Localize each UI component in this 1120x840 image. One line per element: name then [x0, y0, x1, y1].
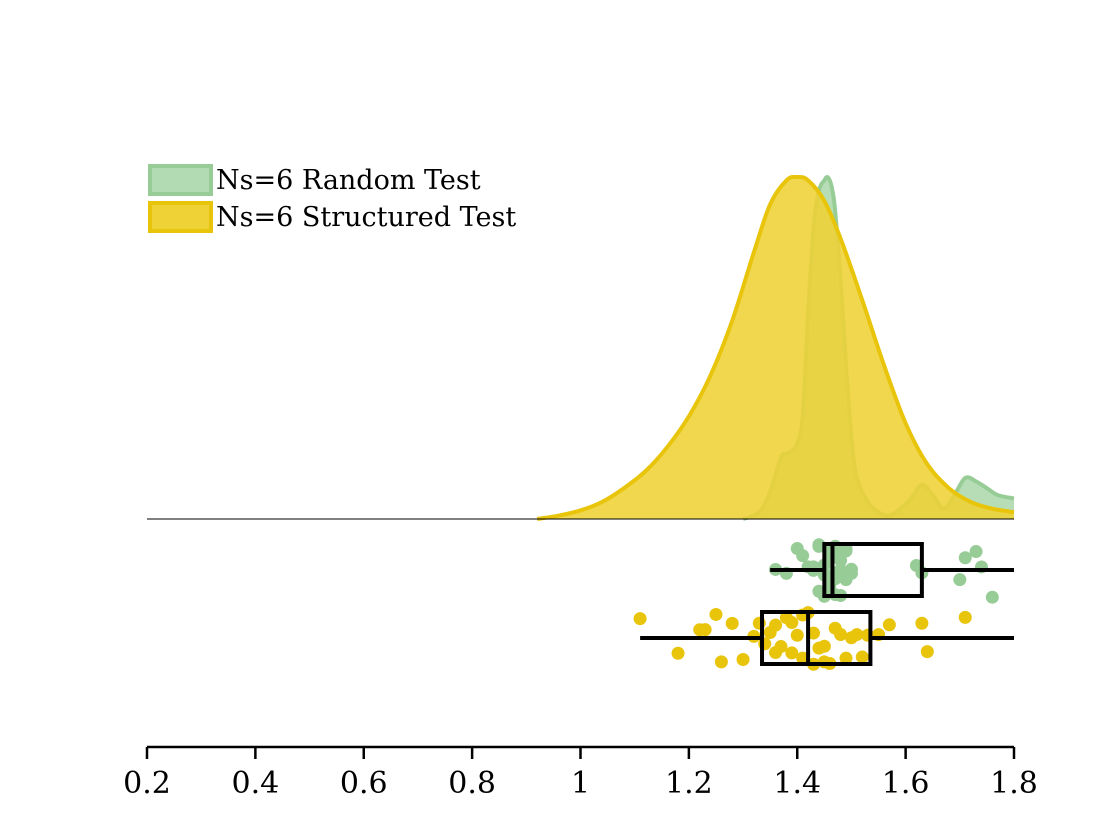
x-axis: 0.2 0.4 0.6 0.8 1 1.2 1.4 1.6 1.8: [123, 745, 1038, 801]
data-point-2-32: [915, 616, 929, 630]
x-tick-label-7: 1.4: [773, 766, 821, 801]
data-point-2-7: [725, 616, 739, 630]
density-layer: [536, 174, 1015, 521]
data-point-1-32: [958, 551, 972, 565]
data-point-2-4: [698, 623, 712, 637]
data-point-2-31: [882, 618, 896, 632]
legend-label-1: Ns=6 Random Test: [216, 165, 481, 196]
data-point-2-8: [736, 653, 750, 667]
data-point-2-5: [709, 607, 723, 621]
legend-label-2: Ns=6 Structured Test: [216, 202, 516, 233]
data-point-1-22: [812, 538, 826, 552]
data-point-2-2: [671, 646, 685, 660]
data-point-2-39: [817, 655, 831, 669]
data-point-2-20: [807, 626, 821, 640]
data-point-1-33: [969, 545, 983, 559]
legend-swatch-1: [148, 164, 213, 196]
data-point-2-37: [796, 651, 810, 665]
data-point-2-35: [769, 618, 783, 632]
data-point-2-25: [834, 628, 848, 642]
data-point-1-4: [796, 549, 810, 563]
data-point-2-33: [920, 645, 934, 659]
data-point-1-20: [844, 562, 858, 576]
data-point-2-28: [855, 650, 869, 664]
density-outline-2: [536, 174, 1015, 521]
box-iqr-1: [822, 542, 924, 598]
data-point-2-1: [633, 612, 647, 626]
x-tick-label-3: 0.6: [340, 766, 388, 801]
data-point-2-17: [790, 628, 804, 642]
points-layer: [633, 538, 999, 671]
x-tick-label-1: 0.2: [123, 766, 171, 801]
box-layer: [640, 542, 1014, 666]
data-point-2-34: [958, 610, 972, 624]
data-point-2-16: [785, 616, 799, 630]
x-tick-label-5: 1: [571, 766, 590, 801]
data-point-2-14: [774, 640, 788, 654]
legend-swatch-2: [148, 201, 213, 233]
data-point-2-6: [714, 655, 728, 669]
x-tick-label-9: 1.8: [990, 766, 1038, 801]
x-tick-label-4: 0.8: [448, 766, 496, 801]
data-point-2-36: [785, 646, 799, 660]
data-point-2-40: [839, 651, 853, 665]
data-point-1-34: [985, 590, 999, 604]
x-tick-label-6: 1.2: [665, 766, 713, 801]
data-point-2-22: [817, 639, 831, 653]
data-point-1-31: [953, 573, 967, 587]
data-point-1-38: [834, 554, 848, 568]
data-point-2-27: [850, 628, 864, 642]
box-iqr-2: [760, 610, 873, 666]
legend: Ns=6 Random Test Ns=6 Structured Test: [148, 164, 516, 233]
x-tick-label-2: 0.4: [232, 766, 280, 801]
density-area-2: [537, 176, 1014, 519]
x-tick-label-8: 1.6: [882, 766, 930, 801]
